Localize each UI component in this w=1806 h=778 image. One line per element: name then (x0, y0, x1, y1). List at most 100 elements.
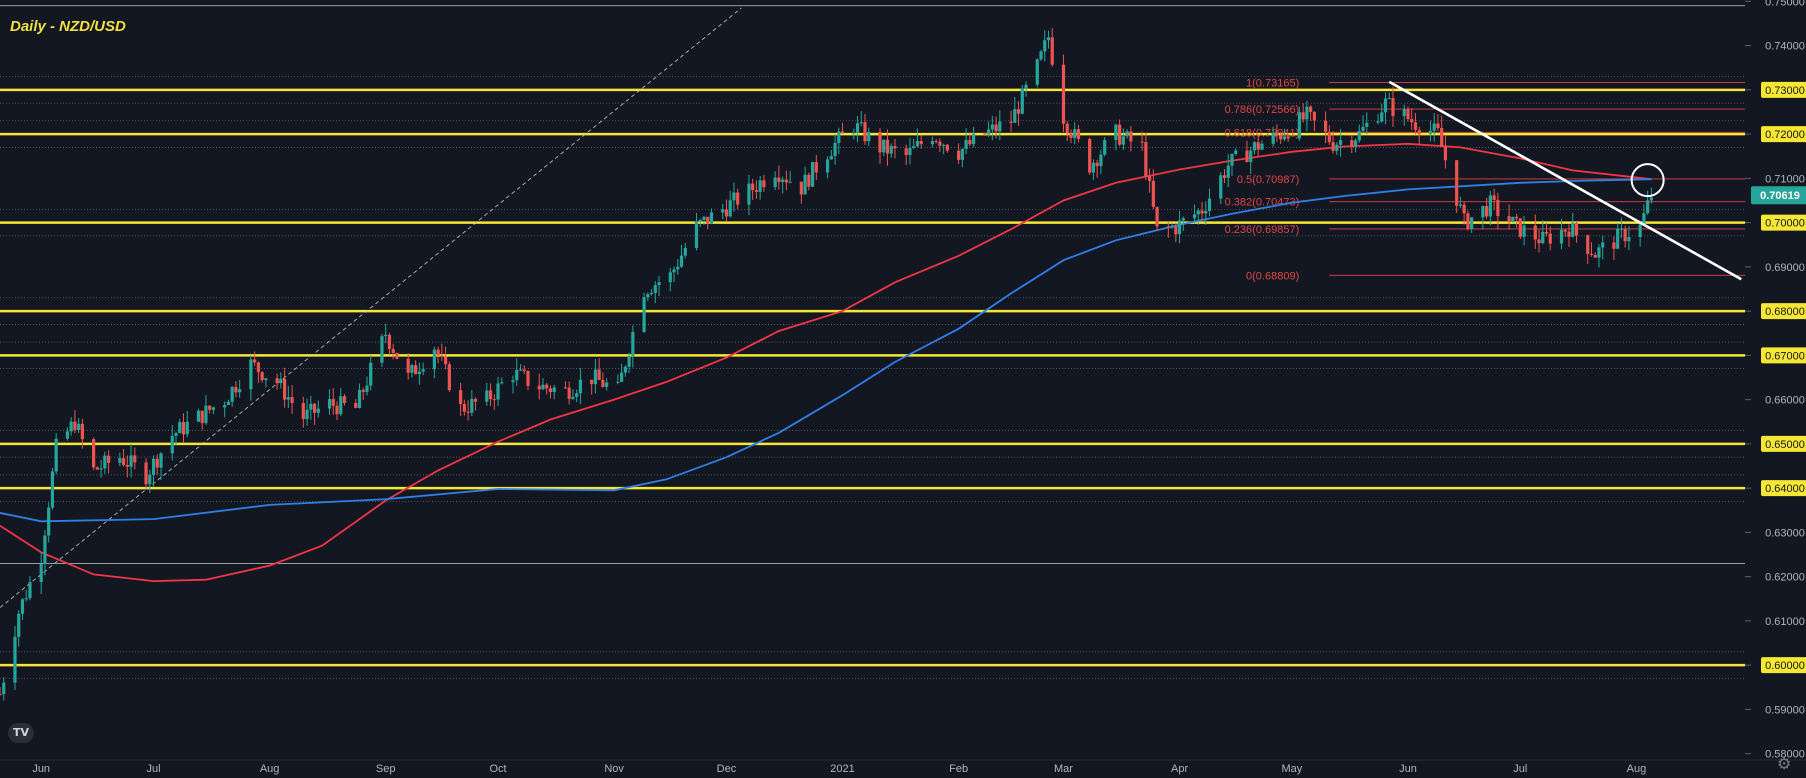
candle-body (2, 682, 6, 695)
candle-body (1383, 98, 1388, 113)
y-tick-label: 0.74000 (1765, 41, 1805, 53)
candle-body (249, 359, 253, 390)
fib-level-label: 0.786(0.72566) (1225, 104, 1300, 116)
candle-body (646, 294, 650, 298)
candle-body (342, 396, 347, 404)
y-axis[interactable]: 0.58000 0.59000 0.60000 0.61000 0.62000 0.630… (1745, 0, 1806, 761)
candle-body (545, 384, 549, 389)
candle-body (50, 471, 55, 508)
gear-icon[interactable]: ⚙ (1777, 754, 1792, 773)
candle-body (668, 272, 672, 283)
candle-body (1260, 143, 1264, 150)
candle-body (578, 379, 583, 394)
highlight-circle[interactable] (1630, 163, 1665, 198)
candle-body (1428, 130, 1433, 135)
x-axis[interactable]: Jun Jul Aug Sep Oct Nov Dec 2021 Feb Mar Apr May Jun… (0, 759, 1806, 775)
x-tick-label: 2021 (830, 763, 854, 775)
candle-body (1095, 162, 1099, 167)
candle-body (511, 380, 515, 383)
candle-body (1612, 242, 1616, 249)
candle-body (1166, 226, 1170, 228)
candle-body (829, 156, 833, 160)
y-tick-label: 0.63000 (1765, 527, 1805, 539)
candle-body (144, 462, 148, 485)
candle-body (1518, 218, 1522, 237)
candle-body (1387, 98, 1391, 100)
candle-body (597, 369, 601, 380)
candle-body (1279, 135, 1283, 140)
candle-body (1455, 160, 1459, 206)
y-tick-highlight (1761, 347, 1806, 364)
candle-body (867, 131, 871, 142)
candle-body (1226, 165, 1230, 178)
fib-retracement[interactable]: 1(0.73165)0.786(0.72566)0.618(0.72041)0.… (1225, 78, 1745, 283)
candle-body (1046, 37, 1051, 41)
candle-body (312, 403, 317, 413)
candle-body (1181, 218, 1185, 221)
candle-body (1114, 124, 1118, 140)
candle-body (339, 396, 343, 415)
candle-body (414, 365, 418, 375)
candle-body (620, 372, 624, 382)
candle-body (1436, 123, 1440, 128)
candle-body (230, 387, 234, 402)
candle-body (279, 378, 283, 384)
candle-body (286, 397, 290, 400)
candle-body (1533, 225, 1537, 240)
last-price-badge[interactable] (1751, 186, 1806, 205)
candle-body (256, 362, 260, 373)
candle-body (1155, 206, 1159, 227)
candle-body (672, 269, 676, 273)
candle-body (1391, 98, 1395, 117)
candle-body (1222, 175, 1227, 178)
candle-body (73, 421, 77, 431)
candle-body (754, 190, 759, 192)
candle-body (526, 371, 530, 386)
candle-body (1335, 144, 1339, 151)
candle-body (275, 378, 279, 384)
white-trendline[interactable] (1388, 80, 1742, 281)
candle-body (159, 453, 163, 468)
candle-body (1458, 204, 1463, 206)
candle-body (1305, 106, 1309, 120)
candle-body (1376, 121, 1380, 123)
candle-body (470, 398, 474, 413)
candle-body (676, 266, 680, 270)
candle-body (721, 209, 725, 213)
y-tick-label: 0.65000 (1765, 439, 1805, 451)
candle-body (387, 334, 392, 349)
candle-body (223, 404, 227, 408)
x-tick-label: May (1282, 763, 1303, 775)
candle-body (95, 467, 99, 470)
candle-body (1466, 213, 1470, 229)
candle-body (736, 192, 740, 205)
candle-body (623, 366, 627, 373)
candle-body (1151, 180, 1155, 207)
candle-body (1043, 40, 1047, 52)
candle-body (807, 174, 811, 187)
candle-body (548, 388, 553, 393)
candle-body (1140, 141, 1144, 143)
candle-body (1129, 131, 1133, 142)
candle-body (964, 139, 968, 150)
candle-body (522, 369, 526, 372)
tradingview-logo-icon[interactable]: TV (8, 723, 34, 743)
candle-body (803, 174, 807, 195)
candle-body (1567, 231, 1571, 237)
candle-body (919, 141, 923, 145)
candle-body (627, 355, 631, 367)
x-tick-label: Dec (717, 763, 737, 775)
candle-body (889, 145, 893, 154)
candle-body (773, 177, 777, 188)
candle-body (238, 389, 242, 393)
x-tick-label: Oct (489, 763, 506, 775)
downtrend-line[interactable] (1388, 80, 1742, 281)
candle-body (28, 582, 32, 599)
candle-body (488, 390, 493, 400)
candle-body (331, 399, 335, 406)
candle-body (1035, 59, 1039, 85)
candle-body (1252, 142, 1257, 151)
candle-body (54, 438, 58, 472)
candle-body (1050, 37, 1054, 65)
